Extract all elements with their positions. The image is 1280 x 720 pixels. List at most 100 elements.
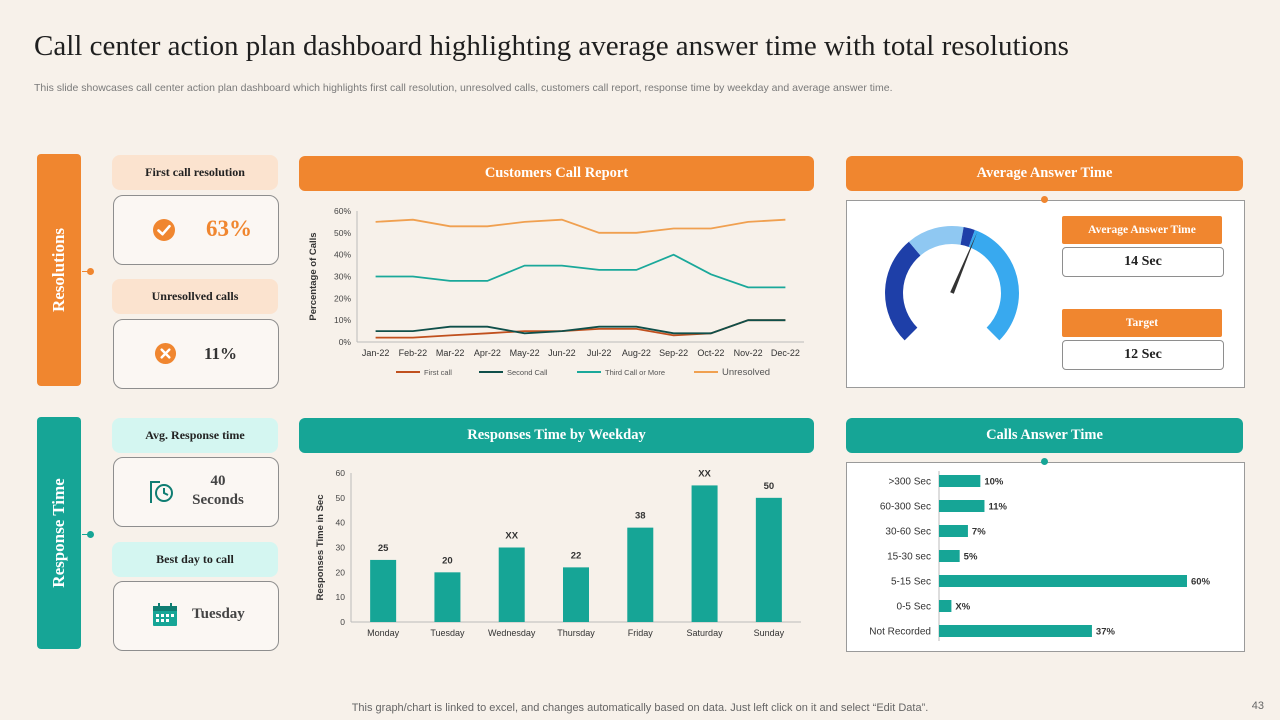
bar-data-label: 25 — [378, 543, 389, 554]
series-line — [375, 319, 786, 335]
y-tick-label: 40% — [334, 250, 351, 260]
y-tick-label: 20% — [334, 293, 351, 303]
bar — [939, 575, 1187, 587]
legend-label: Second Call — [507, 368, 548, 377]
calls-answer-time-panel: >300 Sec 10% 60-300 Sec 11% 30-60 Sec 7% 15-30… — [846, 462, 1245, 652]
calendar-icon — [153, 603, 177, 626]
y-tick-label: 60 — [336, 468, 346, 478]
bar-data-label: 50 — [764, 481, 775, 492]
x-tick-label: Friday — [628, 628, 654, 638]
target-value: 12 Sec — [1062, 340, 1224, 370]
footnote: This graph/chart is linked to excel, and… — [351, 702, 929, 714]
bar-data-label: 38 — [635, 511, 646, 522]
y-axis-label: Percentage of Calls — [308, 232, 319, 320]
best-day-value: Tuesday — [192, 606, 245, 622]
resolutions-tab-label: Resolutions — [49, 227, 68, 313]
answer-time-gauge — [885, 226, 1019, 341]
bar — [370, 559, 397, 622]
bar — [434, 572, 461, 622]
response-time-tab: Response Time — [37, 417, 81, 649]
average-answer-time-label: Average Answer Time — [1062, 216, 1222, 244]
response-time-tab-label: Response Time — [49, 478, 68, 588]
responses-time-by-weekday-header: Responses Time by Weekday — [299, 418, 814, 453]
connector-dot — [87, 531, 94, 538]
bar — [939, 625, 1092, 637]
avg-response-time-card: 40 Seconds — [113, 457, 279, 527]
category-label: 15-30 sec — [887, 552, 931, 563]
first-call-resolution-label: First call resolution — [112, 155, 278, 190]
x-tick-label: Oct-22 — [697, 348, 724, 358]
unresolved-calls-card: 11% — [113, 319, 279, 389]
bar-data-label: 20 — [442, 555, 453, 566]
bar — [563, 567, 589, 622]
avg-response-time-label: Avg. Response time — [112, 418, 278, 453]
responses-time-by-weekday-chart: 0 10 20 30 40 50 60 Responses Time in Sec 25 Mond… — [315, 468, 801, 638]
series-line — [375, 253, 786, 289]
gauge-segment — [968, 230, 1019, 341]
x-tick-label: Aug-22 — [622, 348, 651, 358]
customers-call-report-header: Customers Call Report — [299, 156, 814, 191]
x-tick-label: Thursday — [557, 628, 595, 638]
x-tick-label: Wednesday — [488, 628, 536, 638]
y-tick-label: 60% — [334, 206, 351, 216]
legend-label: Unresolved — [722, 367, 770, 378]
y-tick-label: 20 — [336, 567, 346, 577]
avg-response-time-number: 40 — [210, 473, 226, 489]
category-label: 60-300 Sec — [880, 502, 931, 513]
y-tick-label: 50 — [336, 493, 346, 503]
x-tick-label: Sunday — [754, 628, 785, 638]
x-tick-label: Sep-22 — [659, 348, 688, 358]
bar — [627, 527, 654, 622]
y-tick-label: 10 — [336, 592, 346, 602]
y-tick-label: 40 — [336, 518, 346, 528]
bar-data-label: 22 — [571, 550, 582, 561]
x-tick-label: Apr-22 — [474, 348, 501, 358]
bar — [498, 547, 525, 622]
connector-line — [82, 271, 90, 272]
bar-data-label: 37% — [1096, 627, 1116, 638]
check-circle-icon — [153, 219, 175, 241]
y-tick-label: 30 — [336, 543, 346, 553]
connector-dot — [1041, 196, 1048, 203]
series-line — [375, 218, 786, 234]
gauge-segment — [908, 226, 964, 256]
bar-data-label: 11% — [988, 502, 1007, 513]
category-label: Not Recorded — [869, 627, 931, 638]
bar-data-label: 7% — [972, 527, 986, 538]
first-call-resolution-card: 63% — [113, 195, 279, 265]
average-answer-time-value: 14 Sec — [1062, 247, 1224, 277]
x-tick-label: Nov-22 — [734, 348, 763, 358]
bar — [939, 600, 952, 612]
clock-icon — [150, 481, 173, 503]
x-tick-label: Jul-22 — [587, 348, 612, 358]
average-answer-time-panel: Average Answer Time 14 Sec Target 12 Sec — [846, 200, 1245, 388]
bar — [939, 525, 968, 537]
legend-label: First call — [424, 368, 452, 377]
y-tick-label: 30% — [334, 272, 351, 282]
y-axis-label: Responses Time in Sec — [315, 495, 326, 601]
x-tick-label: Mar-22 — [436, 348, 465, 358]
connector-line — [82, 534, 90, 535]
bar — [691, 485, 718, 622]
bar — [939, 550, 960, 562]
avg-response-time-value: 40 Seconds — [188, 472, 248, 510]
bar-data-label: XX — [505, 531, 518, 542]
bar-data-label: 10% — [984, 477, 1004, 488]
x-tick-label: Jan-22 — [362, 348, 390, 358]
bar-data-label: X% — [955, 602, 970, 613]
avg-response-time-unit: Seconds — [192, 492, 244, 508]
calls-answer-time-chart: >300 Sec 10% 60-300 Sec 11% 30-60 Sec 7% 15-30… — [869, 471, 1211, 641]
bar — [939, 475, 981, 487]
calls-answer-time-header: Calls Answer Time — [846, 418, 1243, 453]
category-label: 5-15 Sec — [891, 577, 931, 588]
bar — [939, 500, 985, 512]
gauge-segment — [960, 227, 975, 248]
x-tick-label: Saturday — [687, 628, 724, 638]
page-subtitle: This slide showcases call center action … — [34, 82, 893, 94]
y-tick-label: 0% — [339, 337, 352, 347]
resolutions-tab: Resolutions — [37, 154, 81, 386]
best-day-card: Tuesday — [113, 581, 279, 651]
y-tick-label: 0 — [340, 617, 345, 627]
customers-call-report-chart: 0% 10% 20% 30% 40% 50% 60% Jan-22 Feb-22 Mar-22 Ap… — [308, 206, 804, 378]
bar — [755, 497, 782, 622]
